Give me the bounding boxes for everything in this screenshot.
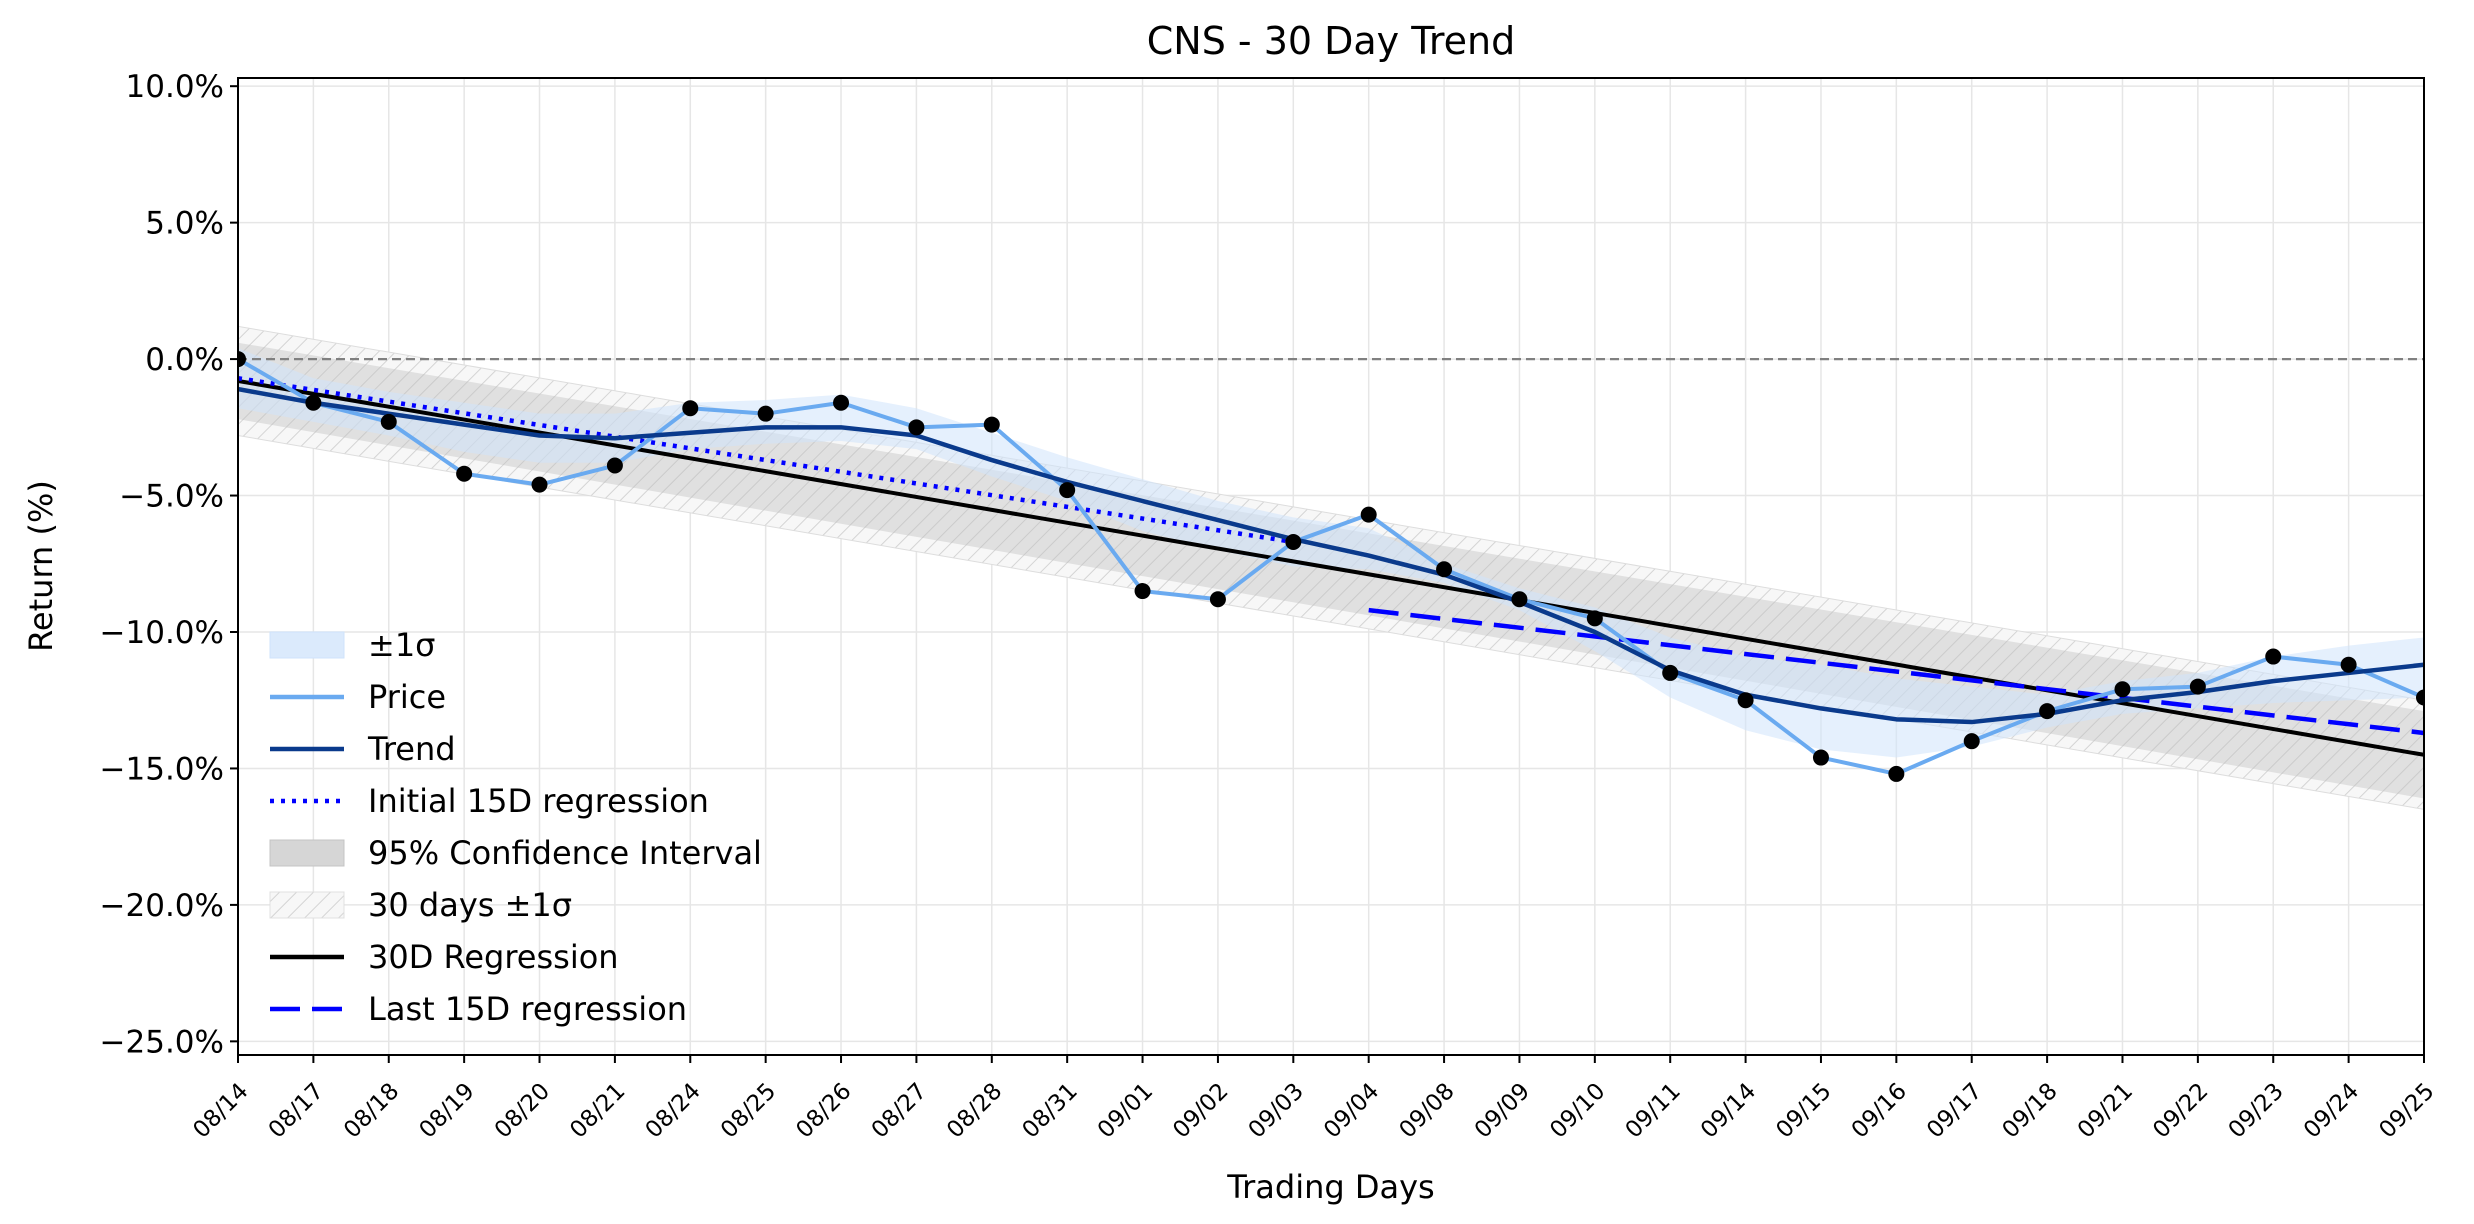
legend-label: 30 days ±1σ bbox=[368, 886, 572, 924]
legend-label: Price bbox=[368, 678, 446, 716]
x-tick-label: 08/26 bbox=[791, 1078, 856, 1143]
price-point bbox=[1812, 749, 1829, 766]
x-tick-label: 09/04 bbox=[1319, 1078, 1384, 1143]
x-tick-label: 09/17 bbox=[1922, 1078, 1987, 1143]
price-point bbox=[2416, 689, 2424, 706]
x-tick-label: 09/16 bbox=[1847, 1078, 1912, 1143]
price-point bbox=[2189, 678, 2206, 695]
legend-label: 30D Regression bbox=[368, 938, 619, 976]
price-point bbox=[682, 400, 699, 417]
x-tick-label: 08/25 bbox=[716, 1078, 781, 1143]
price-point bbox=[2114, 681, 2131, 698]
last-15d-regression-line bbox=[1368, 607, 2424, 736]
y-tick-label: −5.0% bbox=[119, 479, 224, 515]
legend: ±1σ Price Trend Initial 15D regression 95% C… bbox=[269, 626, 762, 1028]
legend-swatch-sigma bbox=[269, 631, 345, 659]
price-point bbox=[1586, 610, 1603, 627]
price-point bbox=[1511, 591, 1528, 608]
price-point bbox=[1888, 765, 1905, 782]
x-tick-label: 09/18 bbox=[1997, 1078, 2062, 1143]
x-axis-label: Trading Days bbox=[1226, 1168, 1434, 1206]
y-axis: 10.0% 5.0% 0.0% −5.0% −10.0% −15.0% −20.0% −25.… bbox=[100, 69, 238, 1060]
x-tick-label: 09/23 bbox=[2224, 1078, 2289, 1143]
x-tick-label: 08/14 bbox=[188, 1078, 253, 1143]
x-tick-label: 09/14 bbox=[1696, 1078, 1761, 1143]
y-axis-label: Return (%) bbox=[22, 480, 60, 652]
legend-label: ±1σ bbox=[368, 626, 435, 664]
price-point bbox=[1209, 591, 1226, 608]
x-tick-label: 09/21 bbox=[2073, 1078, 2138, 1143]
x-tick-label: 09/15 bbox=[1771, 1078, 1836, 1143]
y-tick-label: −10.0% bbox=[100, 615, 224, 651]
x-tick-label: 08/27 bbox=[867, 1078, 932, 1143]
legend-label: 95% Confidence Interval bbox=[368, 834, 762, 872]
x-tick-label: 08/31 bbox=[1018, 1078, 1083, 1143]
x-tick-label: 08/18 bbox=[339, 1078, 404, 1143]
x-tick-label: 09/11 bbox=[1621, 1078, 1686, 1143]
price-point bbox=[606, 457, 623, 474]
price-point bbox=[983, 416, 1000, 433]
y-tick-label: −15.0% bbox=[100, 751, 224, 787]
x-tick-label: 09/24 bbox=[2299, 1078, 2364, 1143]
price-point bbox=[305, 394, 322, 411]
price-point bbox=[1436, 561, 1453, 578]
initial-15d-regression-line bbox=[238, 375, 1294, 545]
sigma-band bbox=[238, 348, 2424, 758]
price-point bbox=[2039, 703, 2056, 720]
price-point bbox=[380, 413, 397, 430]
price-point bbox=[1662, 664, 1679, 681]
legend-label: Trend bbox=[367, 730, 456, 768]
price-point bbox=[1737, 692, 1754, 709]
legend-label: Last 15D regression bbox=[368, 990, 687, 1028]
x-tick-label: 08/28 bbox=[942, 1078, 1007, 1143]
y-tick-label: −25.0% bbox=[100, 1024, 224, 1060]
y-tick-label: 5.0% bbox=[145, 206, 224, 242]
trend-line bbox=[238, 386, 2424, 725]
price-line bbox=[238, 357, 2424, 776]
plot-area bbox=[238, 325, 2424, 810]
x-tick-label: 08/21 bbox=[565, 1078, 630, 1143]
x-tick-label: 09/22 bbox=[2148, 1078, 2213, 1143]
x-tick-label: 09/03 bbox=[1244, 1078, 1309, 1143]
legend-swatch-ci bbox=[269, 839, 345, 867]
price-point bbox=[1285, 533, 1302, 550]
price-point bbox=[1360, 506, 1377, 523]
confidence-interval-band bbox=[238, 342, 2424, 799]
x-tick-label: 09/10 bbox=[1545, 1078, 1610, 1143]
x-tick-label: 08/19 bbox=[415, 1078, 480, 1143]
x-tick-label: 08/17 bbox=[264, 1078, 329, 1143]
y-tick-label: 0.0% bbox=[145, 342, 224, 378]
x-tick-label: 09/25 bbox=[2374, 1078, 2439, 1143]
price-point bbox=[1963, 733, 1980, 750]
price-point bbox=[238, 351, 246, 368]
x-axis: 08/14 08/17 08/18 08/19 08/20 08/21 08/24 08/25… bbox=[188, 1055, 2440, 1144]
x-tick-label: 09/02 bbox=[1168, 1078, 1233, 1143]
x-tick-label: 09/01 bbox=[1093, 1078, 1158, 1143]
axes-frame bbox=[237, 77, 2425, 1056]
price-point bbox=[908, 419, 925, 436]
price-point bbox=[1059, 482, 1076, 499]
price-point bbox=[757, 405, 774, 422]
x-tick-label: 08/24 bbox=[641, 1078, 706, 1143]
price-point bbox=[531, 476, 548, 493]
x-tick-label: 08/20 bbox=[490, 1078, 555, 1143]
price-point bbox=[456, 465, 473, 482]
price-point bbox=[833, 394, 850, 411]
price-point bbox=[2265, 648, 2282, 665]
y-tick-label: −20.0% bbox=[100, 888, 224, 924]
y-tick-label: 10.0% bbox=[126, 69, 224, 105]
legend-swatch-hatch bbox=[269, 891, 345, 919]
x-tick-label: 09/09 bbox=[1470, 1078, 1535, 1143]
price-point bbox=[2340, 656, 2357, 673]
price-point bbox=[1134, 583, 1151, 600]
x-tick-label: 09/08 bbox=[1394, 1078, 1459, 1143]
chart-title: CNS - 30 Day Trend bbox=[1147, 19, 1516, 63]
legend-label: Initial 15D regression bbox=[368, 782, 709, 820]
